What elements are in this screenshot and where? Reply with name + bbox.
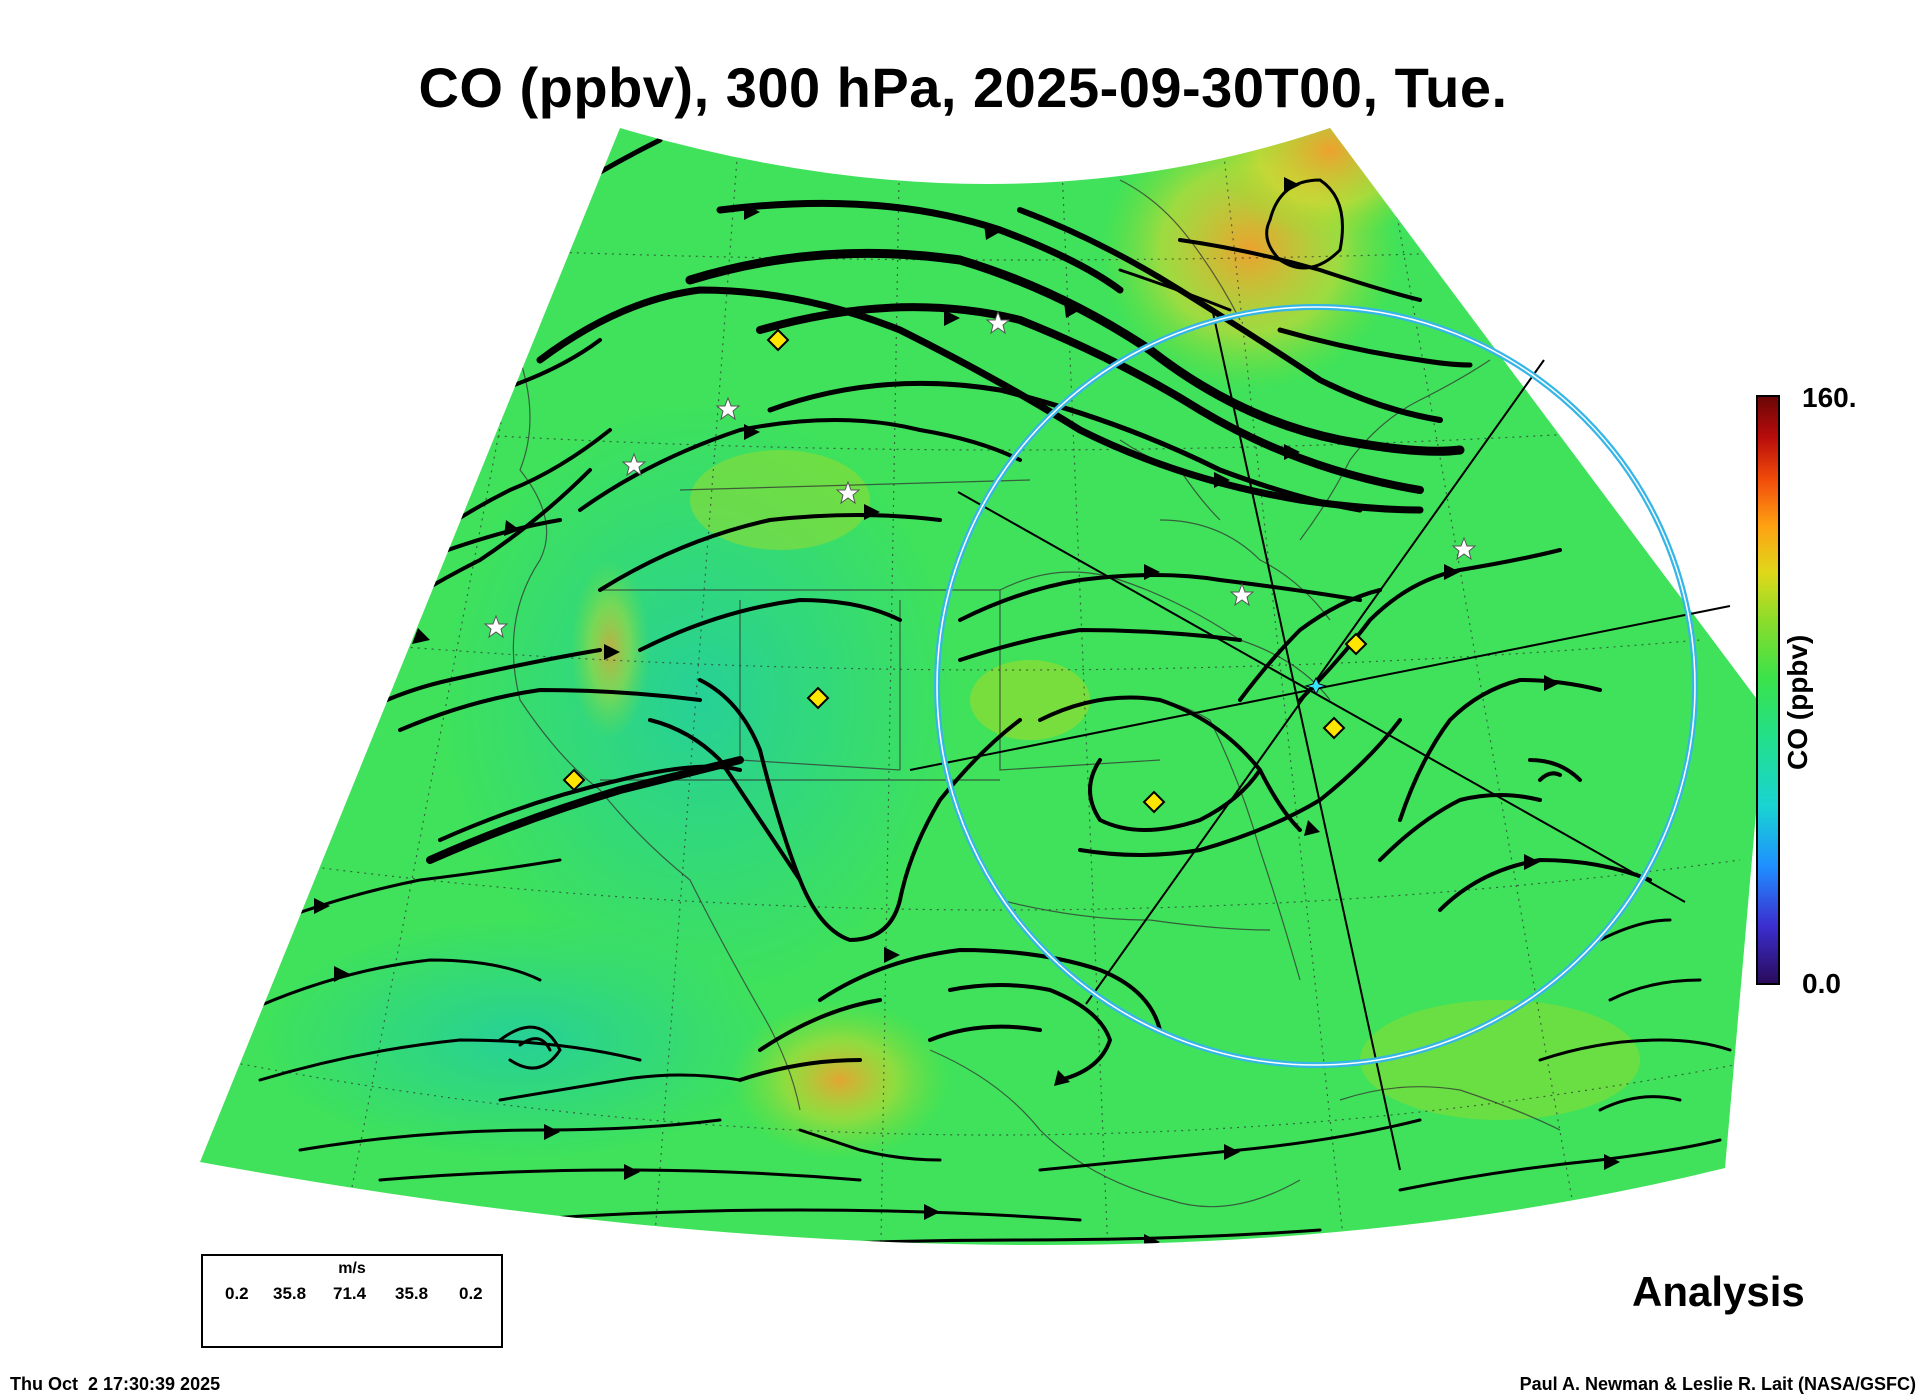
footer-credit: Paul A. Newman & Leslie R. Lait (NASA/GS… (1519, 1374, 1916, 1394)
legend-value: 71.4 (333, 1284, 367, 1303)
colorbar-max-label: 160. (1802, 382, 1857, 413)
colorbar (1756, 395, 1780, 985)
legend-value: 35.8 (395, 1284, 429, 1303)
station-markers (562, 328, 1368, 814)
legend-value: 0.2 (225, 1284, 249, 1303)
colorbar-title: CO (ppbv) (1782, 634, 1813, 770)
map-title: CO (ppbv), 300 hPa, 2025-09-30T00, Tue. (418, 56, 1508, 119)
center-marker (1304, 676, 1328, 696)
streamline-arrows (314, 177, 1620, 1246)
legend-value: 35.8 (273, 1284, 307, 1303)
legend-unit: m/s (338, 1260, 366, 1277)
product-label: Analysis (1632, 1268, 1805, 1315)
wind-speed-legend: m/s 0.2 35.8 71.4 35.8 0.2 (201, 1254, 503, 1348)
colorbar-min-label: 0.0 (1802, 968, 1841, 999)
footer-timestamp: Thu Oct 2 17:30:39 2025 (10, 1374, 221, 1394)
star-markers (483, 310, 1477, 639)
co-field (200, 128, 1765, 1246)
legend-value: 0.2 (459, 1284, 483, 1303)
